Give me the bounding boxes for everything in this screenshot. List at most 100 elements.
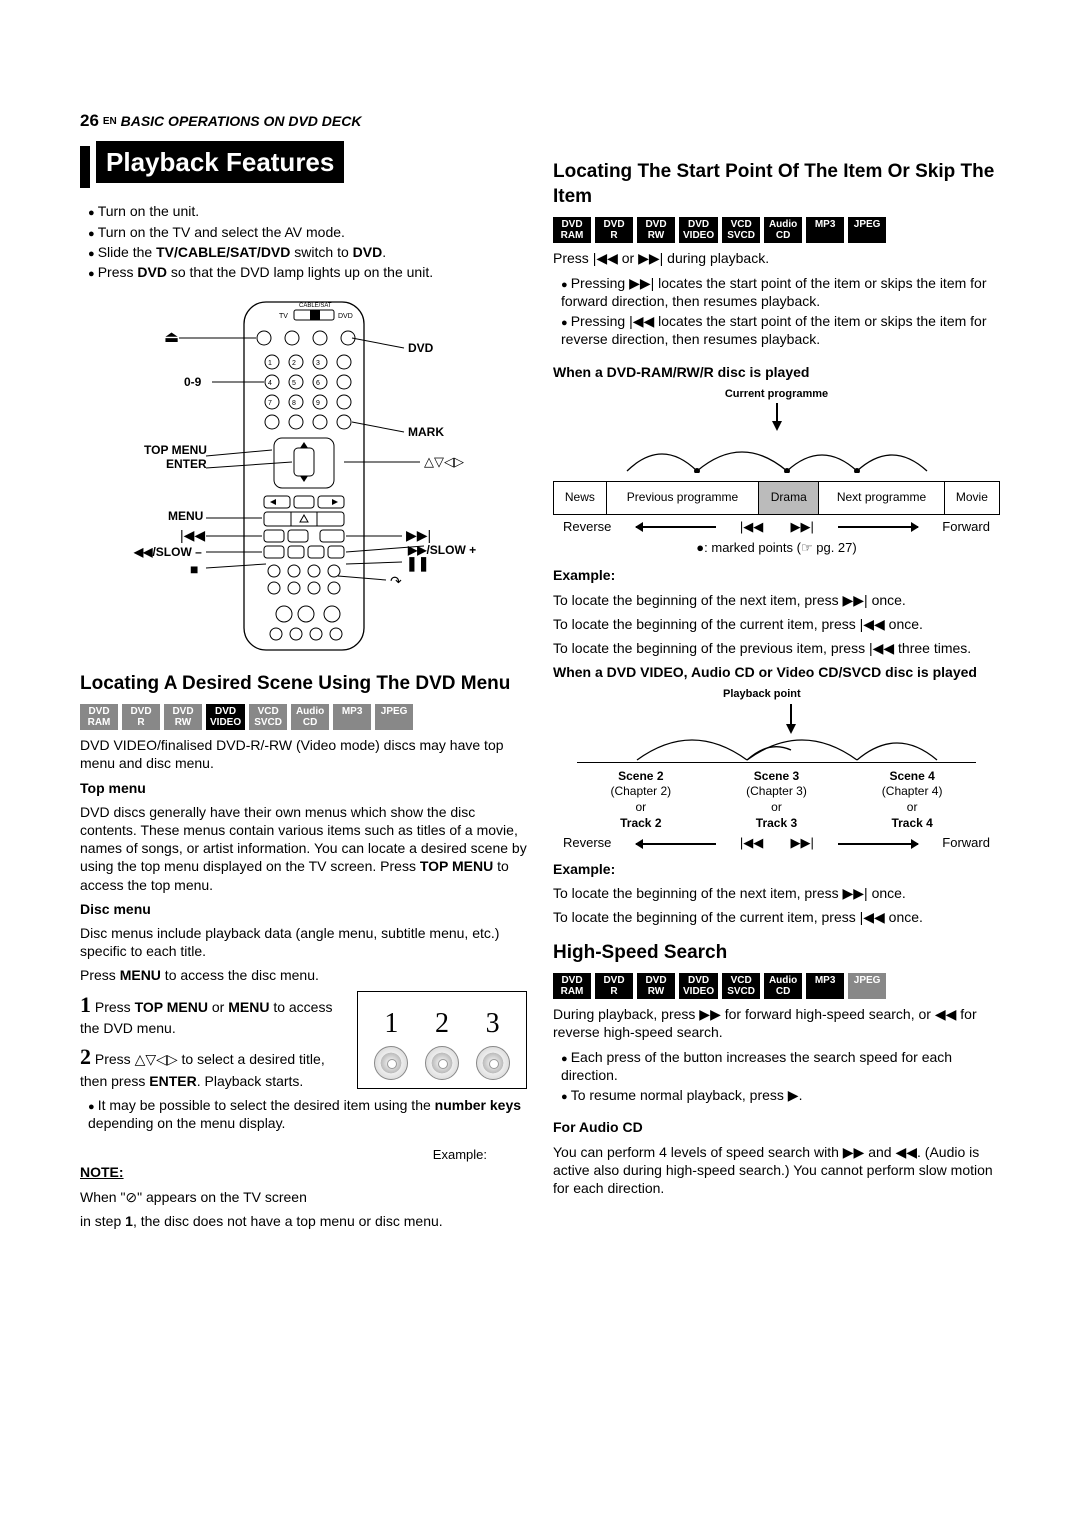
badge: MP3 — [333, 704, 371, 730]
ex1-2: To locate the beginning of the current i… — [553, 615, 1000, 633]
badge: DVDRAM — [80, 704, 118, 730]
disc-icon — [425, 1046, 459, 1080]
scene-row: Scene 2(Chapter 2)orTrack 2 Scene 3(Chap… — [573, 769, 980, 831]
svg-text:5: 5 — [292, 380, 296, 387]
audio-h: For Audio CD — [553, 1118, 1000, 1136]
note-p2: in step 1, the disc does not have a top … — [80, 1212, 527, 1230]
topmenu-p: DVD discs generally have their own menus… — [80, 803, 527, 894]
skip-prev-icon: |◀◀ — [740, 519, 763, 536]
right-column: Locating The Start Point Of The Item Or … — [553, 146, 1000, 1236]
intro-bullet: Press DVD so that the DVD lamp lights up… — [88, 263, 527, 281]
svg-text:4: 4 — [268, 380, 272, 387]
badge: JPEG — [848, 973, 886, 999]
svg-text:◀◀/SLOW –: ◀◀/SLOW – — [133, 545, 202, 559]
badge: VCDSVCD — [722, 973, 760, 999]
svg-text:MENU: MENU — [168, 509, 203, 523]
sec2-badges: DVDRAM DVDR DVDRW DVDVIDEO VCDSVCD Audio… — [553, 217, 1000, 243]
when2-h: When a DVD VIDEO, Audio CD or Video CD/S… — [553, 663, 1000, 681]
remote-diagram: TV DVD CABLE/SAT 1 2 3 4 5 — [80, 296, 527, 656]
sec3-b1: Each press of the button increases the s… — [561, 1048, 1000, 1084]
down-arrow-icon — [770, 403, 784, 431]
svg-text:3: 3 — [316, 360, 320, 367]
main-title: Playback Features — [96, 141, 344, 183]
disc-icon — [374, 1046, 408, 1080]
svg-text:TV: TV — [279, 313, 288, 320]
audio-p: You can perform 4 levels of speed search… — [553, 1143, 1000, 1198]
strip-cell: Movie — [944, 482, 999, 515]
svg-text:DVD: DVD — [338, 313, 353, 320]
badge: DVDRW — [164, 704, 202, 730]
section-title: BASIC OPERATIONS ON DVD DECK — [121, 113, 362, 129]
step-bullet: It may be possible to select the desired… — [88, 1096, 527, 1132]
svg-text:TOP MENU: TOP MENU — [144, 443, 207, 457]
svg-text:7: 7 — [268, 400, 272, 407]
badge: DVDRAM — [553, 973, 591, 999]
sec2-p1: Press |◀◀ or ▶▶| during playback. — [553, 249, 1000, 267]
page-number: 26 — [80, 111, 99, 130]
badge: DVDR — [595, 973, 633, 999]
badge: MP3 — [806, 973, 844, 999]
badge: DVDRW — [637, 217, 675, 243]
svg-text:|◀◀: |◀◀ — [180, 527, 205, 543]
rev-fwd-row: Reverse |◀◀ ▶▶| Forward — [563, 519, 990, 536]
left-column: Playback Features Turn on the unit. Turn… — [80, 146, 527, 1236]
svg-text:CABLE/SAT: CABLE/SAT — [299, 303, 332, 309]
sec3-b2: To resume normal playback, press ▶. — [561, 1086, 1000, 1104]
badge: DVDVIDEO — [206, 704, 245, 730]
svg-text:1: 1 — [268, 360, 272, 367]
ex1-3: To locate the beginning of the previous … — [553, 639, 1000, 657]
intro-bullet: Turn on the unit. — [88, 202, 527, 220]
playback-point-label: Playback point — [583, 687, 1000, 701]
svg-text:⏏: ⏏ — [164, 329, 179, 346]
arc-diagram-1 — [607, 431, 947, 473]
strip-cell: News — [554, 482, 607, 515]
strip-cell: Previous programme — [606, 482, 758, 515]
scene-4: Scene 4(Chapter 4)orTrack 4 — [882, 769, 943, 831]
svg-text:△▽◁▷: △▽◁▷ — [424, 454, 464, 469]
right-arrow-icon — [838, 843, 918, 845]
remote-svg: TV DVD CABLE/SAT 1 2 3 4 5 — [124, 296, 484, 656]
reverse-label: Reverse — [563, 519, 611, 536]
sec2-b2: Pressing |◀◀ locates the start point of … — [561, 312, 1000, 348]
sec2-bullets: Pressing ▶▶| locates the start point of … — [553, 274, 1000, 349]
when1-h: When a DVD-RAM/RW/R disc is played — [553, 363, 1000, 381]
svg-text:2: 2 — [292, 360, 296, 367]
badge: MP3 — [806, 217, 844, 243]
arc-diagram-2 — [607, 702, 947, 762]
main-title-block: Playback Features — [80, 146, 527, 188]
note-p1: When "⊘" appears on the TV screen — [80, 1188, 527, 1206]
page-header: 26 EN BASIC OPERATIONS ON DVD DECK — [80, 110, 1000, 132]
svg-text:▶▶|: ▶▶| — [406, 527, 431, 543]
skip-next-icon: ▶▶| — [790, 519, 813, 536]
svg-text:DVD: DVD — [408, 341, 434, 355]
sec3-p1: During playback, press ▶▶ for forward hi… — [553, 1005, 1000, 1041]
step-bullets: It may be possible to select the desired… — [80, 1096, 527, 1132]
sec3-badges: DVDRAM DVDR DVDRW DVDVIDEO VCDSVCD Audio… — [553, 973, 1000, 999]
strip-table-1: News Previous programme Drama Next progr… — [553, 481, 1000, 515]
sec1-badges: DVDRAM DVDR DVDRW DVDVIDEO VCDSVCD Audio… — [80, 704, 527, 730]
svg-text:❚❚: ❚❚ — [406, 555, 429, 572]
sec2-heading: Locating The Start Point Of The Item Or … — [553, 160, 1000, 209]
svg-text:0-9: 0-9 — [184, 375, 202, 389]
svg-text:MARK: MARK — [408, 425, 444, 439]
badge: JPEG — [375, 704, 413, 730]
skip-next-icon: ▶▶| — [790, 835, 813, 852]
right-arrow-icon — [838, 526, 918, 528]
current-prog-label: Current programme — [553, 387, 1000, 401]
sec2-b1: Pressing ▶▶| locates the start point of … — [561, 274, 1000, 310]
discmenu-p2: Press MENU to access the disc menu. — [80, 966, 527, 984]
svg-text:9: 9 — [316, 400, 320, 407]
badge: VCDSVCD — [249, 704, 287, 730]
menu-example-box: 123 — [357, 991, 527, 1089]
sec1-intro: DVD VIDEO/finalised DVD-R/-RW (Video mod… — [80, 736, 527, 772]
discmenu-h: Disc menu — [80, 900, 527, 918]
disc-icon — [476, 1046, 510, 1080]
intro-bullet: Slide the TV/CABLE/SAT/DVD switch to DVD… — [88, 243, 527, 261]
badge: AudioCD — [291, 704, 329, 730]
strip-cell: Next programme — [819, 482, 945, 515]
topmenu-h: Top menu — [80, 779, 527, 797]
badge: DVDRAM — [553, 217, 591, 243]
forward-label: Forward — [942, 519, 990, 536]
svg-text:ENTER: ENTER — [166, 457, 207, 471]
sec3-bullets: Each press of the button increases the s… — [553, 1048, 1000, 1105]
